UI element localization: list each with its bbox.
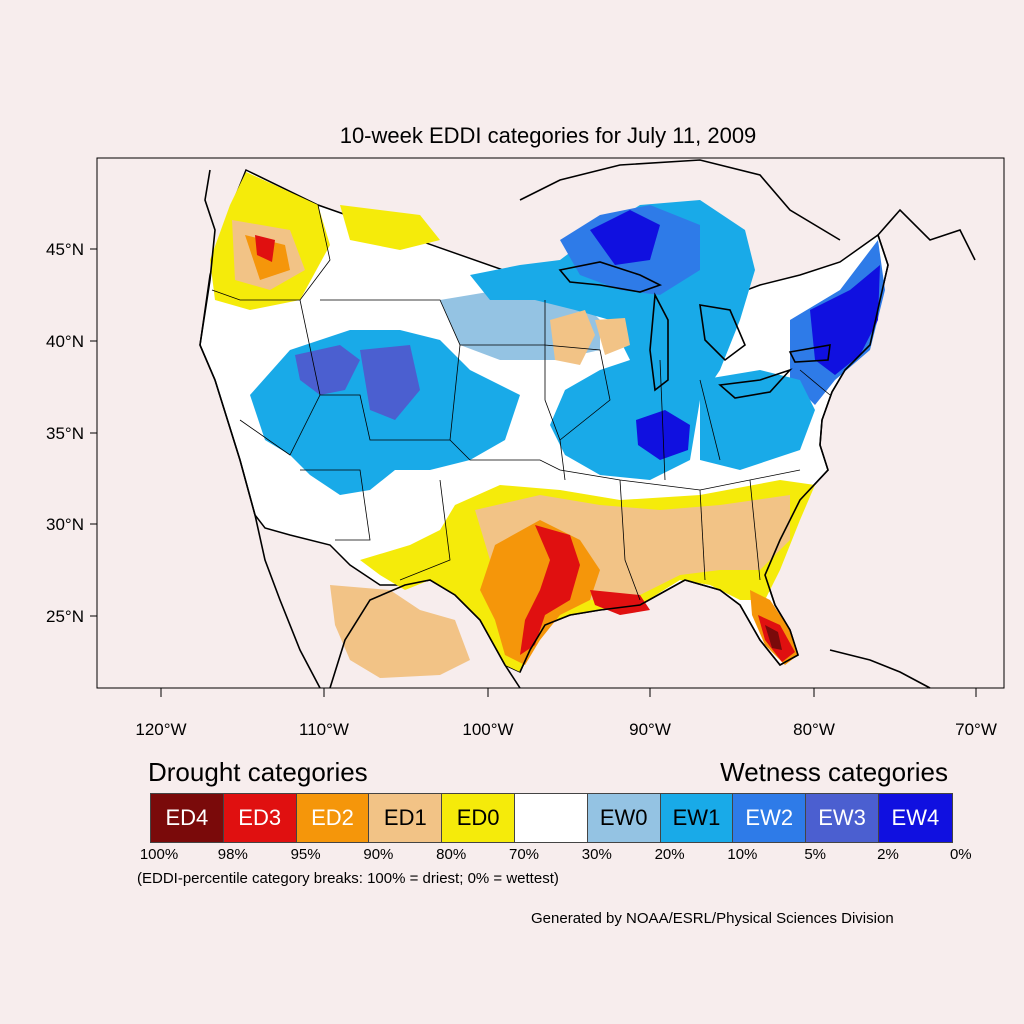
lon-label: 90°W — [629, 720, 671, 739]
region-montana-dry — [340, 205, 440, 250]
lat-label: 40°N — [46, 332, 84, 351]
legend-swatch: ED1 — [369, 794, 443, 842]
lon-label: 110°W — [299, 720, 349, 739]
percentile-label: 90% — [363, 846, 394, 863]
lat-label: 25°N — [46, 607, 84, 626]
region-minnesota-wettest — [590, 210, 660, 265]
percentile-label: 0% — [949, 846, 972, 863]
percentile-label: 100% — [139, 846, 179, 863]
lon-axis: 120°W 110°W 100°W 90°W 80°W 70°W — [135, 688, 997, 739]
map-title: 10-week EDDI categories for July 11, 200… — [340, 123, 757, 148]
region-wisconsin-dry — [595, 318, 630, 355]
map-area — [199, 159, 976, 689]
percentile-label: 30% — [581, 846, 612, 863]
percentile-label: 10% — [727, 846, 758, 863]
region-florida-ed4 — [765, 625, 782, 650]
drought-heading: Drought categories — [148, 757, 368, 787]
lat-label: 35°N — [46, 424, 84, 443]
lon-label: 80°W — [793, 720, 835, 739]
legend-note: (EDDI-percentile category breaks: 100% =… — [137, 870, 559, 887]
legend-swatch: EW1 — [660, 794, 734, 842]
percentile-label: 95% — [290, 846, 321, 863]
legend-swatch: EW0 — [587, 794, 661, 842]
percentile-label: 70% — [508, 846, 540, 863]
region-west-wet-core — [295, 345, 360, 395]
lon-label: 100°W — [462, 720, 513, 739]
percentile-label: 2% — [877, 846, 899, 863]
region-iowa-dry — [550, 310, 595, 365]
region-texas-ed3 — [520, 525, 580, 655]
percentile-label: 20% — [654, 846, 685, 863]
percentile-label: 80% — [436, 846, 467, 863]
legend-swatch — [514, 794, 588, 842]
legend-swatch: ED4 — [151, 794, 224, 842]
region-utah-wet-core — [360, 345, 420, 420]
lat-label: 45°N — [46, 240, 84, 259]
legend-swatch: EW4 — [878, 794, 952, 842]
legend-swatch: ED0 — [442, 794, 515, 842]
region-northwest-ed3 — [255, 235, 275, 262]
lat-label: 30°N — [46, 515, 84, 534]
percentile-label: 5% — [804, 846, 827, 863]
great-lakes — [558, 261, 831, 399]
credit-line: Generated by NOAA/ESRL/Physical Sciences… — [531, 910, 894, 927]
region-ohio-valley-wet — [700, 370, 815, 470]
legend-swatch: EW3 — [806, 794, 879, 842]
wetness-heading: Wetness categories — [720, 757, 948, 787]
category-legend: ED4 ED3 ED2 ED1 ED0 EW0 EW1 EW2 EW3 EW4 — [150, 793, 953, 843]
lat-axis: 45°N 40°N 35°N 30°N 25°N — [46, 240, 97, 626]
legend-swatch: EW2 — [733, 794, 807, 842]
lon-label: 70°W — [955, 720, 997, 739]
region-northeast-wettest — [810, 265, 880, 375]
legend-swatch: ED3 — [223, 794, 297, 842]
lon-label: 120°W — [135, 720, 186, 739]
coastlines — [199, 159, 976, 689]
legend-swatch: ED2 — [296, 794, 370, 842]
state-borders — [211, 204, 831, 601]
percentile-label: 98% — [217, 846, 248, 863]
